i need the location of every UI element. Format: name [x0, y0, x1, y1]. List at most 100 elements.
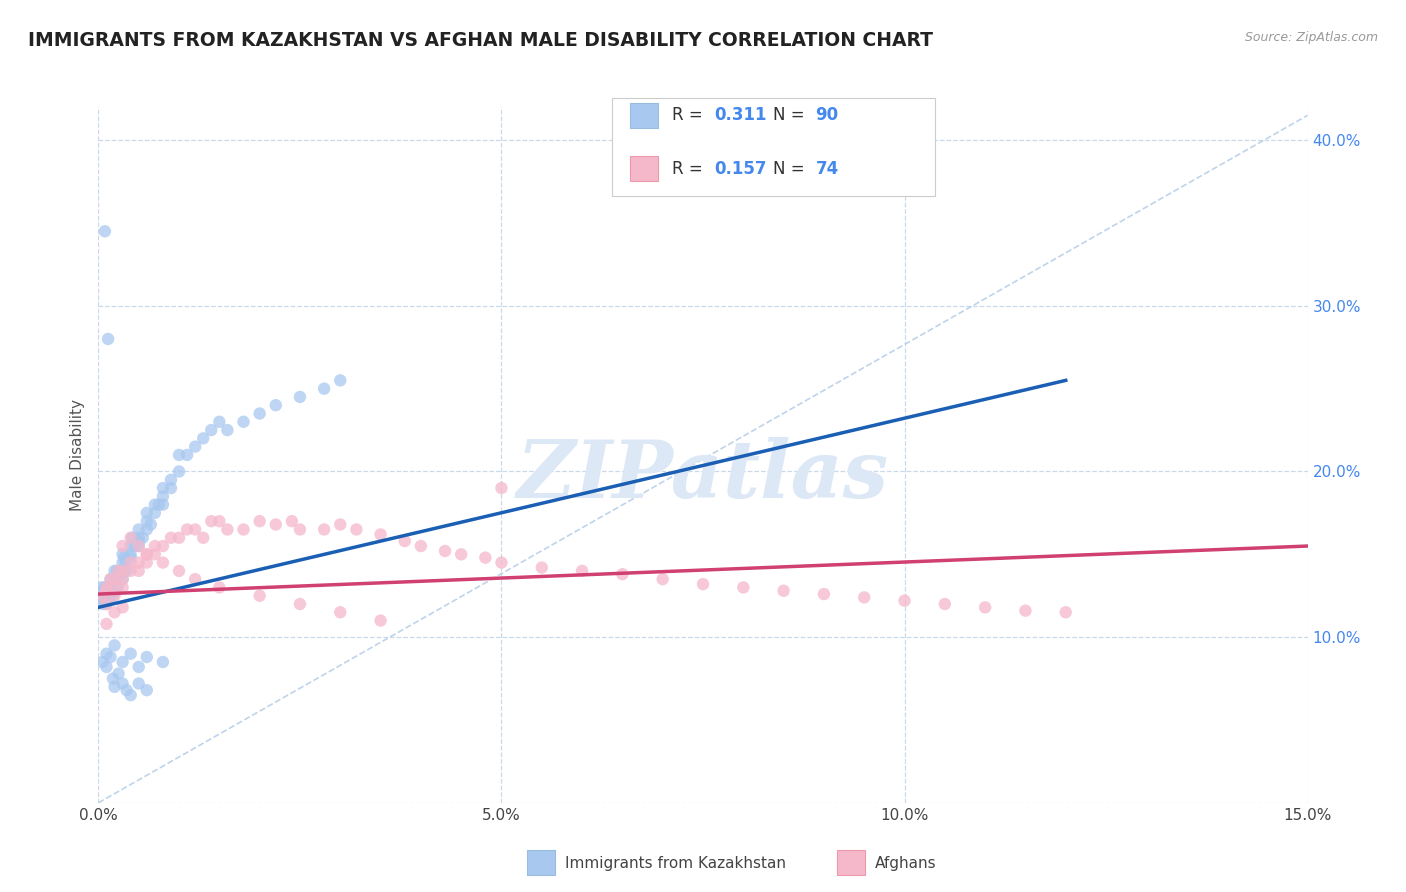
Point: [152, 556, 174, 570]
Point: [249, 514, 271, 528]
Point: [249, 589, 271, 603]
Point: [176, 448, 198, 462]
Point: [200, 423, 222, 437]
Point: [91, 583, 114, 598]
Point: [232, 523, 254, 537]
Point: [103, 639, 125, 653]
Point: [97, 593, 120, 607]
Point: [97, 332, 120, 346]
Point: [111, 600, 134, 615]
Point: [103, 680, 125, 694]
Point: [96, 581, 118, 595]
Point: [264, 398, 287, 412]
Point: [96, 583, 118, 598]
Point: [90, 589, 112, 603]
Point: [101, 672, 124, 686]
Point: [128, 660, 150, 674]
Point: [434, 544, 457, 558]
Point: [974, 600, 997, 615]
Point: [853, 591, 876, 605]
Point: [733, 581, 755, 595]
Point: [128, 539, 150, 553]
Point: [111, 676, 134, 690]
Point: [103, 581, 125, 595]
Point: [115, 683, 138, 698]
Point: [143, 539, 166, 553]
Point: [121, 531, 143, 545]
Point: [135, 523, 157, 537]
Point: [152, 655, 174, 669]
Point: [148, 498, 170, 512]
Point: [288, 523, 311, 537]
Point: [314, 382, 336, 396]
Point: [208, 581, 231, 595]
Point: [103, 589, 125, 603]
Point: [167, 564, 190, 578]
Point: [96, 660, 118, 674]
Point: [111, 547, 134, 561]
Point: [94, 589, 117, 603]
Point: [281, 514, 304, 528]
Point: [152, 489, 174, 503]
Point: [232, 415, 254, 429]
Point: [96, 647, 118, 661]
Point: [120, 539, 142, 553]
Point: [143, 547, 166, 561]
Point: [139, 517, 162, 532]
Y-axis label: Male Disability: Male Disability: [70, 399, 86, 511]
Point: [1014, 604, 1036, 618]
Point: [135, 547, 157, 561]
Point: [344, 523, 367, 537]
Point: [103, 572, 125, 586]
Point: [370, 527, 392, 541]
Point: [120, 564, 142, 578]
Point: [217, 523, 239, 537]
Point: [91, 597, 114, 611]
Point: [152, 498, 174, 512]
Point: [409, 539, 432, 553]
Point: [167, 448, 190, 462]
Point: [474, 550, 496, 565]
Point: [160, 473, 183, 487]
Text: R =: R =: [672, 160, 709, 178]
Point: [813, 587, 835, 601]
Point: [111, 572, 134, 586]
Point: [100, 581, 122, 595]
Text: IMMIGRANTS FROM KAZAKHSTAN VS AFGHAN MALE DISABILITY CORRELATION CHART: IMMIGRANTS FROM KAZAKHSTAN VS AFGHAN MAL…: [28, 31, 934, 50]
Point: [91, 589, 114, 603]
Point: [394, 534, 416, 549]
Point: [135, 514, 157, 528]
Point: [1054, 605, 1077, 619]
Point: [96, 597, 118, 611]
Point: [370, 614, 392, 628]
Point: [103, 583, 125, 598]
Point: [288, 390, 311, 404]
Text: Afghans: Afghans: [875, 856, 936, 871]
Point: [135, 547, 157, 561]
Point: [114, 556, 136, 570]
Point: [105, 564, 128, 578]
Point: [91, 655, 114, 669]
Point: [184, 523, 207, 537]
Point: [111, 572, 134, 586]
Text: 0.157: 0.157: [714, 160, 766, 178]
Point: [135, 650, 157, 665]
Point: [329, 605, 352, 619]
Text: N =: N =: [773, 106, 810, 124]
Point: [208, 415, 231, 429]
Point: [135, 683, 157, 698]
Point: [120, 688, 142, 702]
Point: [111, 539, 134, 553]
Point: [160, 481, 183, 495]
Point: [128, 534, 150, 549]
Point: [105, 572, 128, 586]
Point: [329, 373, 352, 387]
Point: [692, 577, 714, 591]
Point: [193, 531, 215, 545]
Point: [103, 564, 125, 578]
Point: [94, 224, 117, 238]
Point: [329, 517, 352, 532]
Point: [152, 481, 174, 495]
Point: [288, 597, 311, 611]
Point: [160, 531, 183, 545]
